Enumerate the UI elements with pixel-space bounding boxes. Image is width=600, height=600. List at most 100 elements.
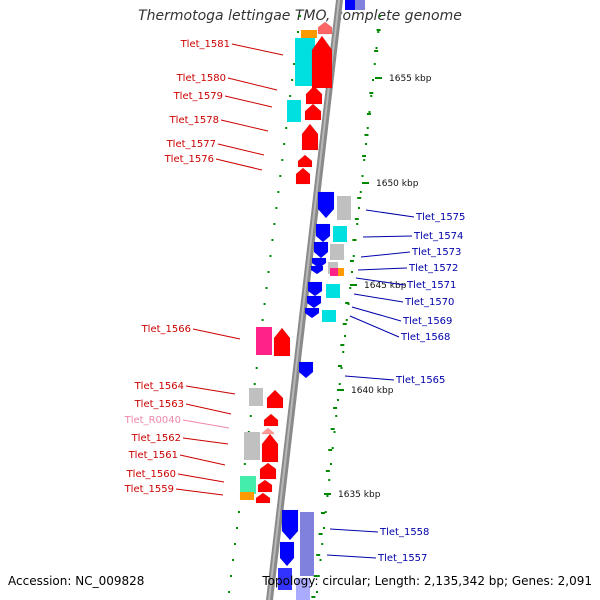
gene-box-reverse (278, 568, 292, 590)
ring-dot (338, 383, 341, 385)
gene-arrow-forward (261, 433, 279, 463)
genome-backbone (266, 0, 343, 600)
gene-label-reverse: Tlet_1557 (377, 553, 427, 564)
ring-dot (267, 271, 270, 273)
ring-dot (261, 319, 264, 321)
gene-label-forward: Tlet_1563 (134, 399, 184, 410)
gene-arrow-reverse (311, 257, 327, 269)
label-leader-line (360, 251, 411, 258)
gene-label-reverse: Tlet_1569 (402, 316, 452, 327)
gene-arrow-reverse (298, 361, 314, 379)
gene-label-forward: Tlet_1564 (134, 381, 184, 392)
ruler-label: 1650 kbp (376, 179, 419, 189)
ring-dot (373, 63, 376, 65)
gene-box-orange (301, 30, 317, 38)
accession-text: Accession: NC_009828 (8, 574, 145, 588)
gene-box-magenta (330, 268, 338, 276)
ring-dot (326, 495, 329, 497)
gene-arrow-reverse (317, 191, 335, 219)
ring-dot (253, 383, 256, 385)
gene-box-lavender (296, 578, 310, 600)
ruler-label: 1645 kbp (364, 281, 407, 291)
label-leader-line (192, 328, 241, 340)
gene-box-lavender (300, 512, 314, 576)
ring-dot (340, 367, 343, 369)
ring-dot (364, 143, 367, 145)
ring-dot (349, 287, 352, 289)
ring-dot (265, 287, 268, 289)
ring-dot (357, 207, 360, 209)
ring-dot (350, 271, 353, 273)
gene-box-magenta (256, 327, 272, 355)
gene-label-forward: Tlet_R0040 (124, 415, 181, 426)
ring-dot (315, 591, 318, 593)
label-leader-line (365, 209, 415, 218)
gene-label-forward: Tlet_1561 (128, 450, 178, 461)
label-leader-line (227, 77, 278, 91)
label-leader-line (353, 293, 404, 303)
label-leader-line (329, 528, 379, 533)
label-leader-line (344, 375, 395, 381)
gene-label-reverse: Tlet_1558 (379, 527, 429, 538)
ring-dot (335, 415, 338, 417)
gene-arrow-reverse (307, 281, 323, 297)
label-leader-line (177, 473, 225, 483)
gene-arrow-reverse (310, 265, 324, 275)
label-leader-line (355, 277, 406, 286)
ring-dot (321, 543, 324, 545)
ring-dot (343, 335, 346, 337)
gene-box-cyan (322, 310, 336, 322)
ring-dot (281, 159, 284, 161)
ring-dot (283, 143, 286, 145)
gene-label-forward: Tlet_1579 (173, 91, 223, 102)
ring-dot (237, 511, 240, 513)
ring-dot (329, 463, 332, 465)
ring-dot (228, 591, 231, 593)
gene-arrow-forward (263, 413, 279, 427)
gene-arrow-reverse (306, 295, 322, 309)
ring-dot (234, 543, 237, 545)
ring-dot (317, 575, 320, 577)
label-leader-line (217, 143, 265, 156)
label-leader-line (220, 119, 269, 132)
ring-dot (342, 351, 345, 353)
gene-label-forward: Tlet_1580 (176, 73, 226, 84)
gene-label-reverse: Tlet_1570 (404, 297, 454, 308)
ring-dot (269, 255, 272, 257)
label-leaders (175, 43, 415, 559)
ring-dot (366, 127, 369, 129)
ring-dot (363, 159, 366, 161)
gene-arrow-forward (255, 492, 271, 504)
ruler-label: 1640 kbp (351, 386, 394, 396)
ring-dot (249, 415, 252, 417)
ring-dot (322, 527, 325, 529)
ring-dot (293, 63, 296, 65)
gene-arrow-forward (311, 35, 333, 89)
ring-dot (375, 47, 378, 49)
gene-arrow-forward (301, 123, 319, 151)
ring-dot (336, 399, 339, 401)
ring-dot (377, 31, 380, 33)
gene-label-reverse: Tlet_1573 (411, 247, 461, 258)
gene-arrow-reverse (281, 509, 299, 541)
ring-dot (255, 367, 258, 369)
label-leader-line (182, 437, 229, 445)
gene-label-forward: Tlet_1577 (166, 139, 216, 150)
gene-box-gray (330, 244, 344, 260)
ring-dot (275, 207, 278, 209)
gene-label-forward: Tlet_1566 (141, 324, 191, 335)
gene-box-cyan (333, 226, 347, 242)
gene-label-forward: Tlet_1578 (169, 115, 219, 126)
kbp-ruler: 1655 kbp 1650 kbp 1645 kbp 1640 kbp 1635 kbp (311, 29, 432, 598)
gene-features (240, 0, 365, 600)
ring-dot (319, 559, 322, 561)
gene-label-forward: Tlet_1581 (180, 39, 230, 50)
ring-dot (371, 79, 374, 81)
ring-dot (232, 559, 235, 561)
ring-dot (356, 223, 359, 225)
ring-dot (328, 479, 331, 481)
label-leader-line (182, 419, 230, 429)
ring-dot (243, 463, 246, 465)
gene-label-reverse: Tlet_1571 (406, 280, 456, 291)
gene-label-reverse: Tlet_1572 (408, 263, 458, 274)
